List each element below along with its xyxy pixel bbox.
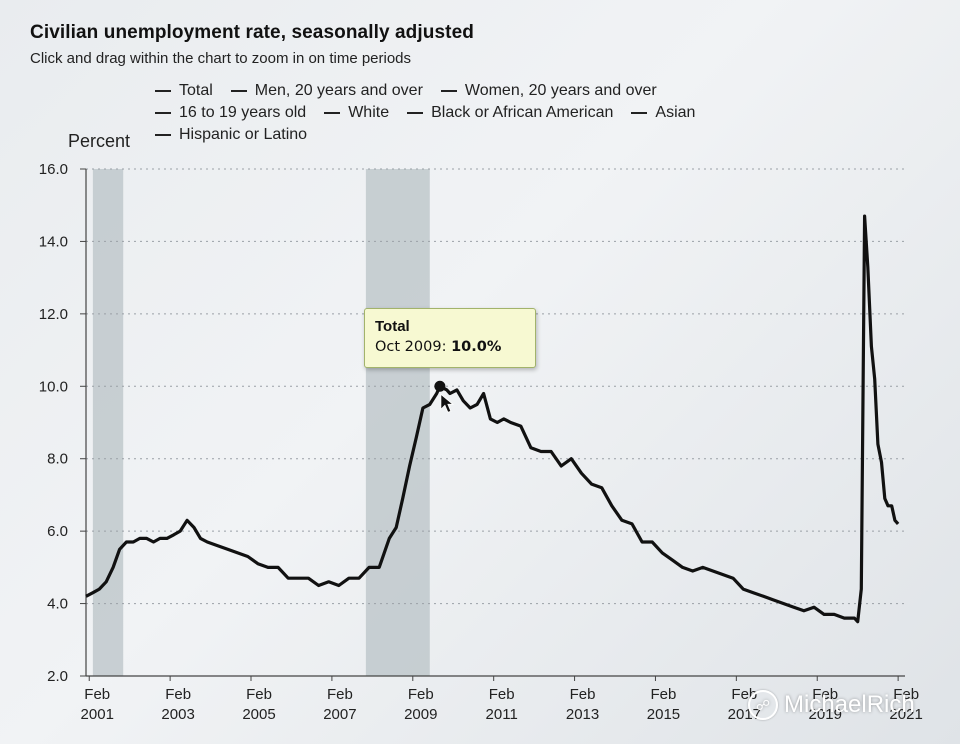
- tooltip-label: Oct 2009:: [375, 339, 447, 355]
- x-tick-label-month: Feb: [489, 686, 515, 703]
- tooltip-series: Total: [375, 318, 410, 335]
- legend: Total Men, 20 years and over Women, 20 y…: [155, 80, 855, 146]
- x-tick-label-month: Feb: [651, 686, 677, 703]
- legend-dash-icon: [230, 90, 247, 92]
- legend-item-women-20-plus[interactable]: Women, 20 years and over: [440, 80, 657, 102]
- y-tick-label: 16.0: [39, 161, 68, 178]
- x-tick-label-year: 2001: [81, 706, 114, 723]
- x-tick-label-month: Feb: [165, 686, 191, 703]
- y-tick-label: 12.0: [39, 306, 68, 323]
- legend-dash-icon: [155, 112, 171, 114]
- x-tick-label-year: 2005: [242, 706, 275, 723]
- x-tick-label-month: Feb: [408, 686, 434, 703]
- legend-dash-icon: [155, 134, 171, 136]
- x-tick-label-month: Feb: [246, 686, 272, 703]
- legend-label: Men, 20 years and over: [254, 82, 423, 99]
- y-axis-label: Percent: [68, 131, 131, 151]
- legend-item-asian[interactable]: Asian: [631, 102, 695, 124]
- x-tick-label-month: Feb: [327, 686, 353, 703]
- legend-item-total[interactable]: Total: [155, 80, 213, 102]
- x-tick-label-year: 2021: [889, 706, 922, 723]
- x-tick-label-year: 2011: [486, 706, 518, 723]
- chart-title: Civilian unemployment rate, seasonally a…: [30, 22, 474, 43]
- x-tick-label-year: 2015: [647, 706, 680, 723]
- x-tick-label-year: 2003: [161, 706, 194, 723]
- x-tick-label-year: 2019: [809, 706, 842, 723]
- legend-label: Asian: [655, 104, 696, 121]
- tooltip: Total Oct 2009: 10.0%: [364, 308, 536, 368]
- mouse-cursor-icon: [440, 393, 454, 413]
- legend-dash-icon: [631, 112, 648, 114]
- recession-band: [92, 169, 124, 676]
- legend-label: 16 to 19 years old: [179, 104, 307, 121]
- y-tick-label: 10.0: [39, 378, 68, 395]
- legend-dash-icon: [440, 90, 457, 92]
- legend-item-black[interactable]: Black or African American: [407, 102, 613, 124]
- legend-label: Women, 20 years and over: [464, 82, 657, 99]
- legend-item-white[interactable]: White: [324, 102, 389, 124]
- series-line-total: [85, 214, 900, 624]
- legend-label: White: [348, 104, 390, 121]
- watermark-text: MichaelRich: [784, 691, 915, 718]
- x-tick-label-year: 2013: [566, 706, 599, 723]
- y-tick-label: 14.0: [39, 233, 68, 250]
- y-tick-label: 6.0: [47, 523, 68, 540]
- x-tick-label-year: 2007: [323, 706, 356, 723]
- x-tick-label-year: 2009: [404, 706, 437, 723]
- tooltip-line: Oct 2009: 10.0%: [375, 339, 501, 355]
- y-tick-label: 8.0: [47, 451, 68, 468]
- x-tick-label-month: Feb: [570, 686, 596, 703]
- legend-dash-icon: [407, 112, 424, 114]
- legend-row: Total Men, 20 years and over Women, 20 y…: [155, 80, 855, 102]
- watermark-logo-icon: ☍: [748, 690, 778, 720]
- legend-label: Black or African American: [431, 104, 614, 121]
- legend-label: Total: [179, 82, 213, 99]
- chart-subtitle: Click and drag within the chart to zoom …: [30, 50, 412, 67]
- legend-label: Hispanic or Latino: [179, 126, 308, 143]
- x-tick-label-month: Feb: [84, 686, 110, 703]
- x-tick-label-month: Feb: [812, 686, 838, 703]
- legend-item-men-20-plus[interactable]: Men, 20 years and over: [230, 80, 423, 102]
- legend-item-16-to-19[interactable]: 16 to 19 years old: [155, 102, 306, 124]
- legend-row: Hispanic or Latino: [155, 124, 855, 146]
- watermark: ☍ MichaelRich: [748, 690, 915, 720]
- y-tick-label: 2.0: [47, 668, 68, 685]
- highlight-point: [434, 380, 446, 392]
- legend-row: 16 to 19 years old White Black or Africa…: [155, 102, 855, 124]
- legend-item-hispanic[interactable]: Hispanic or Latino: [155, 124, 307, 146]
- x-tick-label-month: Feb: [893, 686, 919, 703]
- tooltip-value: 10.0%: [451, 339, 502, 355]
- y-tick-label: 4.0: [47, 596, 68, 613]
- legend-dash-icon: [324, 112, 341, 114]
- legend-dash-icon: [155, 90, 171, 92]
